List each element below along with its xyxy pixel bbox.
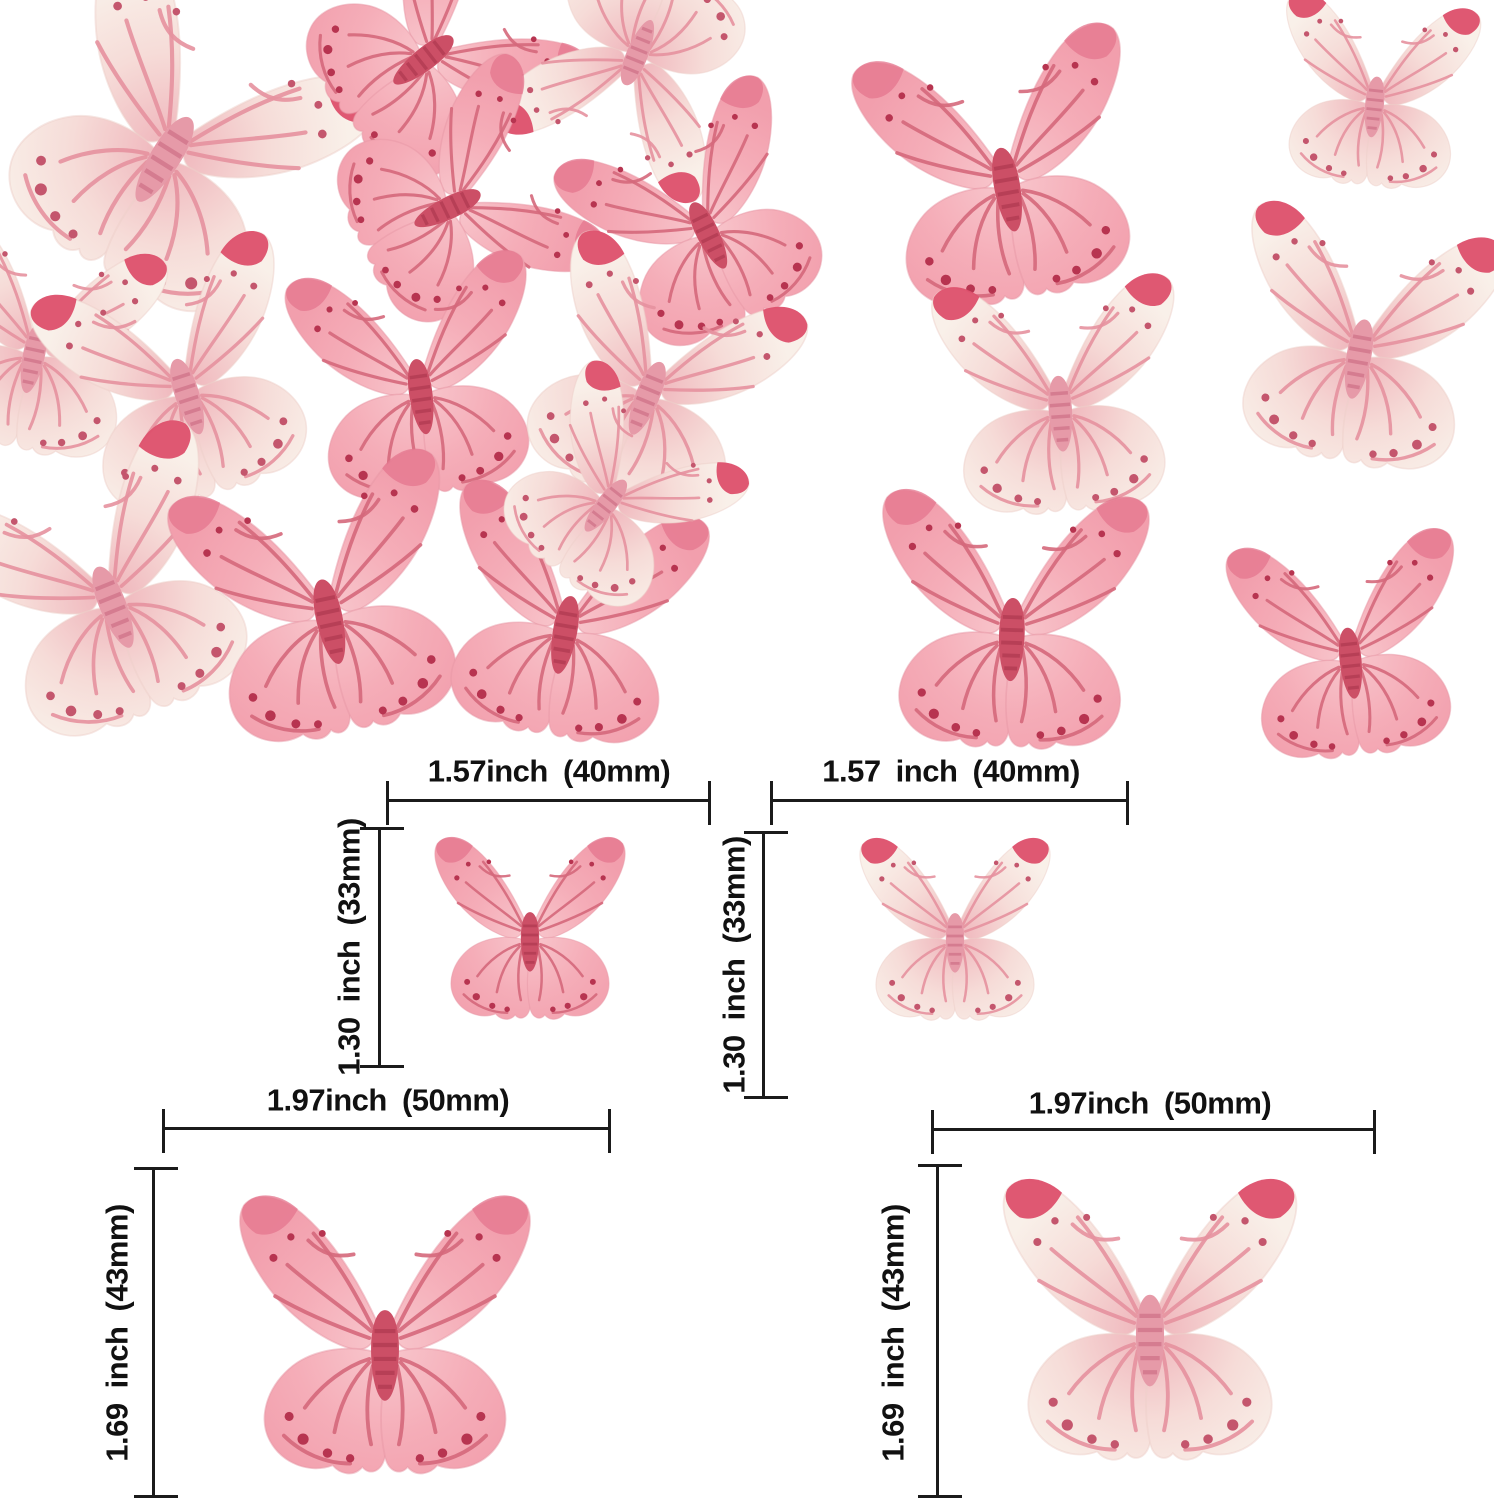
width-ruler (770, 781, 1129, 825)
diagram-butterfly-small-cream (858, 836, 1052, 1022)
width-dimension-label: 1.57 inch (40mm) (822, 753, 1080, 789)
display-butterfly-3 (928, 270, 1191, 523)
height-dimension-label: 1.30 inch (33mm) (331, 818, 367, 1076)
display-butterfly-5 (872, 486, 1152, 755)
diagram-butterfly-small-pink (433, 835, 627, 1021)
width-ruler (386, 781, 711, 825)
height-dimension-label: 1.69 inch (43mm) (875, 1204, 911, 1462)
display-butterfly-2 (1267, 0, 1484, 198)
display-butterfly-4 (1211, 195, 1494, 487)
diagram-butterfly-large-pink (240, 1195, 530, 1473)
height-ruler (918, 1164, 962, 1498)
display-butterfly-6 (1222, 524, 1476, 770)
height-ruler (134, 1167, 178, 1498)
height-ruler (744, 831, 788, 1099)
height-ruler (360, 827, 404, 1068)
width-dimension-label: 1.97inch (50mm) (266, 1082, 510, 1118)
width-ruler (931, 1110, 1376, 1154)
width-dimension-label: 1.97inch (50mm) (1028, 1085, 1272, 1121)
width-ruler (162, 1109, 611, 1153)
width-dimension-label: 1.57inch (40mm) (427, 753, 671, 789)
diagram-butterfly-large-cream (1004, 1179, 1297, 1460)
display-butterfly-1 (846, 16, 1163, 324)
height-dimension-label: 1.30 inch (33mm) (716, 836, 752, 1094)
height-dimension-label: 1.69 inch (43mm) (99, 1204, 135, 1462)
